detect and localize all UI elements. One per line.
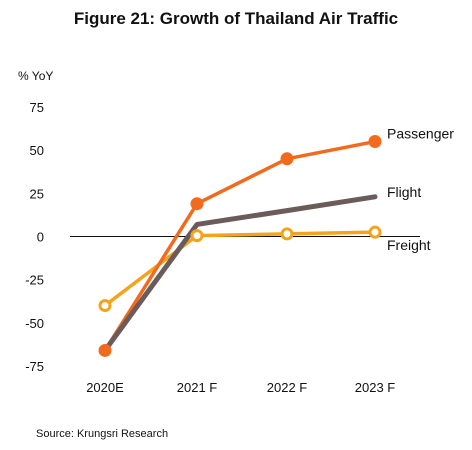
x-tick-label: 2022 F — [267, 380, 308, 395]
series-line-flight — [102, 194, 378, 353]
x-tick-label: 2021 F — [177, 380, 218, 395]
series-lines — [102, 139, 378, 353]
y-tick-label: 50 — [30, 143, 44, 158]
series-label-passenger: Passenger — [387, 126, 454, 142]
data-point-freight — [98, 299, 112, 313]
series-labels: Passenger Flight Freight — [387, 126, 454, 254]
data-point-freight — [368, 225, 382, 239]
y-tick-label: -25 — [25, 273, 44, 288]
x-tick-label: 2020E — [86, 380, 124, 395]
data-point-passenger — [280, 152, 294, 166]
data-point-freight — [190, 229, 204, 243]
data-point-passenger — [190, 197, 204, 211]
series-line-freight — [103, 230, 377, 308]
series-label-freight: Freight — [387, 237, 431, 253]
y-tick-label: -50 — [25, 316, 44, 331]
data-point-freight — [280, 227, 294, 241]
y-axis-ticks: 75 50 25 0 -25 -50 -75 — [25, 100, 44, 374]
y-unit-label: % YoY — [18, 69, 53, 83]
chart-title: Figure 21: Growth of Thailand Air Traffi… — [74, 9, 398, 28]
y-tick-label: 0 — [37, 230, 44, 245]
data-point-passenger — [368, 135, 382, 149]
series-markers — [98, 135, 382, 357]
series-label-flight: Flight — [387, 184, 421, 200]
series-line-passenger — [103, 139, 377, 353]
x-tick-label: 2023 F — [355, 380, 396, 395]
data-point-passenger — [98, 343, 112, 357]
source-note: Source: Krungsri Research — [36, 428, 168, 440]
y-tick-label: -75 — [25, 359, 44, 374]
y-tick-label: 25 — [30, 186, 44, 201]
x-axis-ticks: 2020E 2021 F 2022 F 2023 F — [86, 380, 395, 395]
y-tick-label: 75 — [30, 100, 44, 115]
